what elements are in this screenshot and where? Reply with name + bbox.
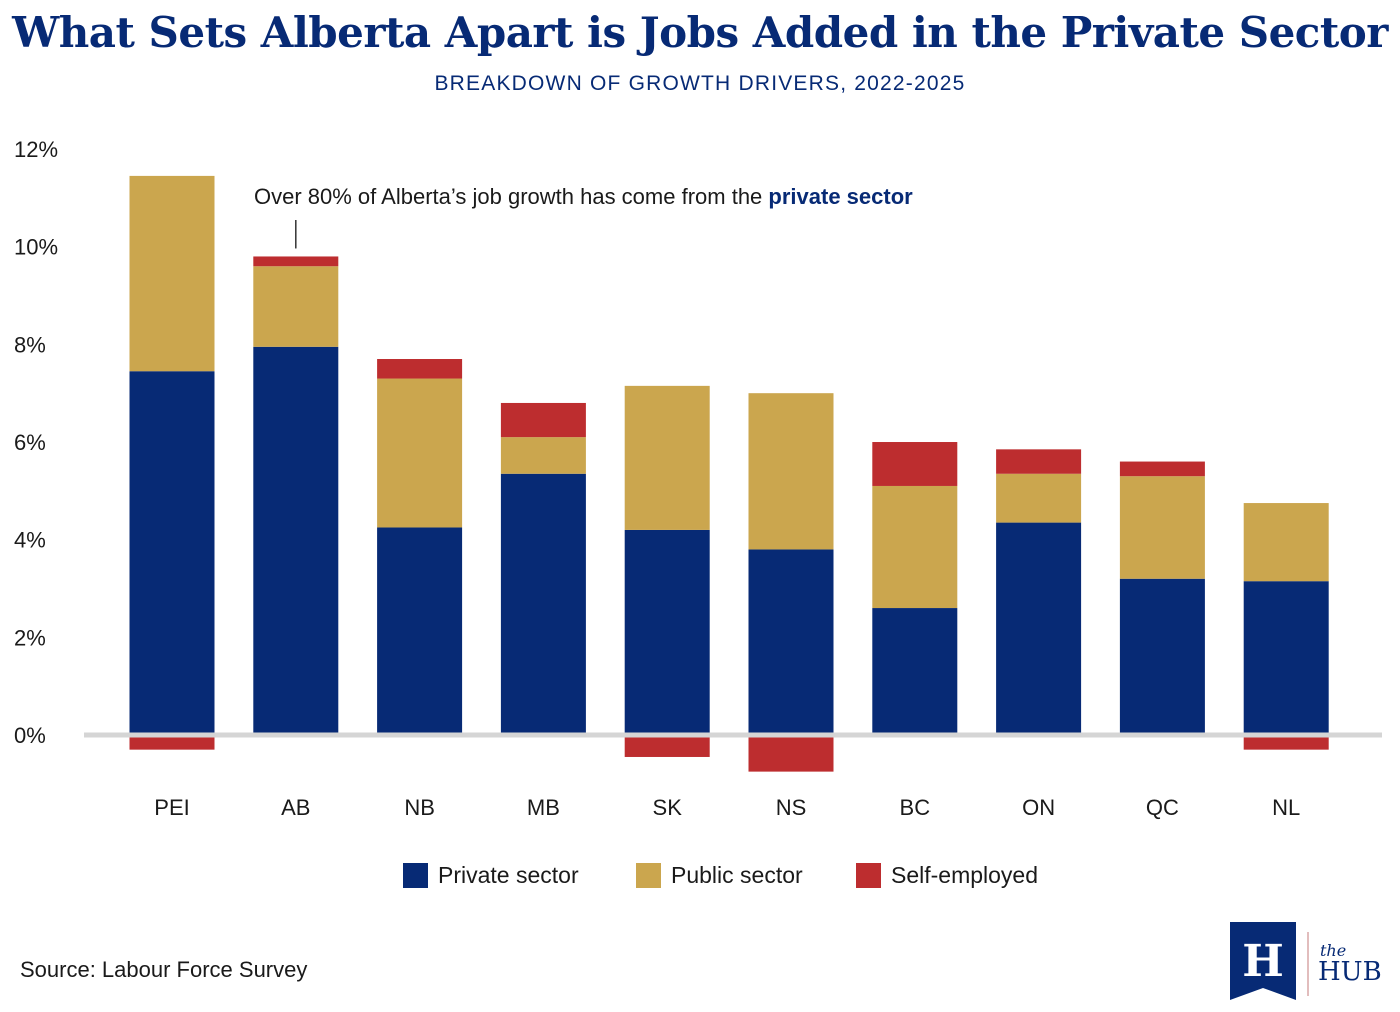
- annotation-plain: Over 80% of Alberta’s job growth has com…: [254, 184, 768, 209]
- x-tick-label: NS: [776, 795, 807, 820]
- legend-label-private: Private sector: [438, 861, 579, 888]
- bar-mb-public-sector: [500, 437, 586, 474]
- bar-ab-self-employed: [253, 256, 339, 267]
- bar-ns-self-employed: [748, 735, 834, 772]
- x-tick-label: BC: [900, 795, 931, 820]
- bar-nl-public-sector: [1243, 503, 1329, 582]
- x-tick-label: MB: [527, 795, 560, 820]
- y-axis: 12% 10% 8% 6% 4% 2% 0%: [14, 137, 58, 748]
- bar-pei-public-sector: [129, 175, 215, 372]
- bar-nb-public-sector: [377, 378, 463, 528]
- bar-pei-private-sector: [129, 371, 215, 735]
- legend-swatch-self-employed: [856, 862, 881, 888]
- x-axis: PEI AB NB MB SK NS BC ON QC NL: [154, 795, 1300, 820]
- annotation-text: Over 80% of Alberta’s job growth has com…: [254, 184, 913, 209]
- legend: Private sector Public sector Self-employ…: [0, 858, 1400, 892]
- bar-sk-public-sector: [624, 385, 710, 530]
- bar-qc-public-sector: [1119, 476, 1205, 579]
- y-tick-label: 8%: [14, 332, 46, 357]
- bar-on-public-sector: [996, 473, 1082, 523]
- bar-ab-private-sector: [253, 346, 339, 735]
- logo-letter: H: [1242, 936, 1284, 987]
- bar-bc-public-sector: [872, 485, 958, 609]
- x-tick-label: SK: [653, 795, 683, 820]
- bar-ns-public-sector: [748, 393, 834, 550]
- y-tick-label: 2%: [14, 625, 46, 650]
- y-tick-label: 12%: [14, 137, 58, 162]
- x-tick-label: QC: [1146, 795, 1179, 820]
- bar-mb-self-employed: [500, 402, 586, 438]
- x-tick-label: NL: [1272, 795, 1300, 820]
- x-tick-label: NB: [404, 795, 435, 820]
- source-note: Source: Labour Force Survey: [20, 957, 308, 982]
- legend-item-public: Public sector: [636, 858, 803, 892]
- bar-on-self-employed: [996, 449, 1082, 474]
- bar-sk-private-sector: [624, 529, 710, 735]
- bar-ns-private-sector: [748, 549, 834, 735]
- bar-sk-self-employed: [624, 735, 710, 757]
- x-tick-label: AB: [281, 795, 310, 820]
- legend-item-private: Private sector: [403, 858, 579, 892]
- bar-ab-public-sector: [253, 266, 339, 347]
- legend-swatch-public: [636, 862, 661, 888]
- legend-label-public: Public sector: [671, 861, 803, 888]
- x-tick-label: PEI: [154, 795, 189, 820]
- annotation-bold: private sector: [768, 184, 913, 209]
- bar-pei-self-employed: [129, 735, 215, 750]
- chart-title: What Sets Alberta Apart is Jobs Added in…: [12, 8, 1388, 57]
- the-hub-logo: H the HUB: [1230, 922, 1382, 1000]
- bar-bc-self-employed: [872, 442, 958, 486]
- bar-nl-private-sector: [1243, 581, 1329, 735]
- logo-banner-shape: [1230, 922, 1296, 1000]
- bars-group: [129, 175, 1329, 772]
- legend-swatch-private: [403, 862, 428, 888]
- y-tick-label: 6%: [14, 430, 46, 455]
- legend-label-self-employed: Self-employed: [891, 861, 1039, 888]
- x-tick-label: ON: [1022, 795, 1055, 820]
- bar-bc-private-sector: [872, 608, 958, 735]
- chart-subtitle: BREAKDOWN OF GROWTH DRIVERS, 2022-2025: [434, 72, 966, 95]
- bar-qc-private-sector: [1119, 578, 1205, 735]
- bar-qc-self-employed: [1119, 461, 1205, 477]
- legend-item-self-employed: Self-employed: [856, 858, 1038, 892]
- bar-mb-private-sector: [500, 473, 586, 735]
- logo-small-text: the: [1320, 941, 1346, 960]
- y-tick-label: 4%: [14, 528, 46, 553]
- bar-on-private-sector: [996, 522, 1082, 735]
- y-tick-label: 0%: [14, 723, 46, 748]
- y-tick-label: 10%: [14, 235, 58, 260]
- annotation: Over 80% of Alberta’s job growth has com…: [254, 184, 913, 249]
- stacked-bar-chart: 12% 10% 8% 6% 4% 2% 0% PEI AB NB MB SK NS BC ON QC NL O…: [14, 137, 1382, 820]
- logo-large-text: HUB: [1318, 957, 1382, 987]
- bar-nl-self-employed: [1243, 735, 1329, 750]
- bar-nb-self-employed: [377, 359, 463, 379]
- bar-nb-private-sector: [377, 527, 463, 735]
